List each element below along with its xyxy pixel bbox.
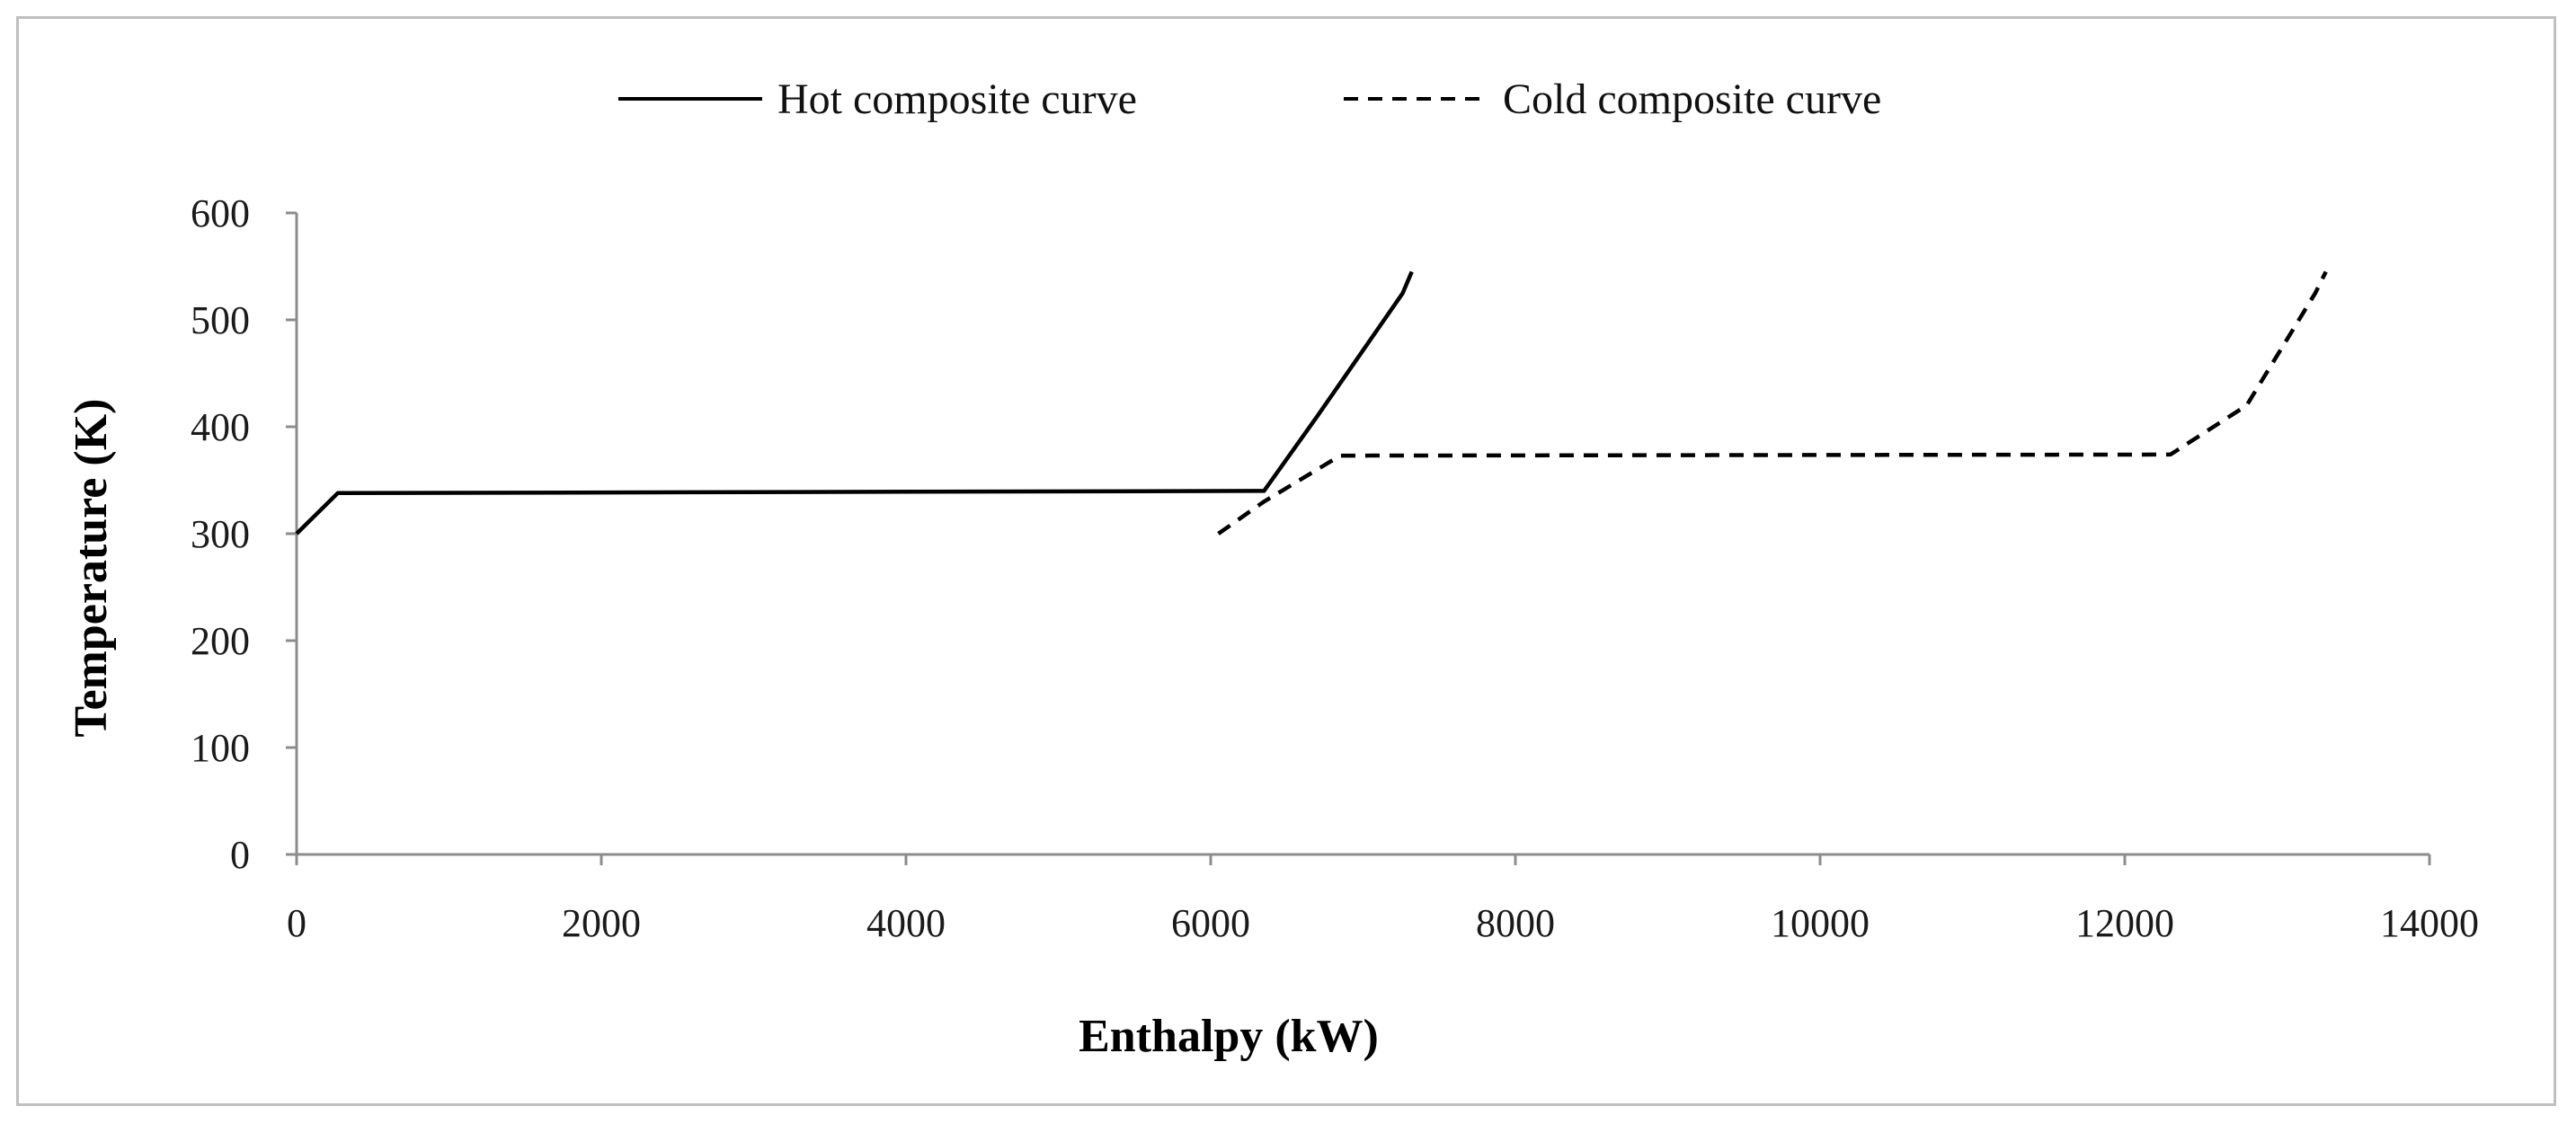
chart-frame [16, 16, 2556, 1106]
y-tick-label: 100 [191, 726, 250, 770]
x-tick-label: 6000 [1171, 901, 1250, 945]
y-tick-label: 600 [191, 191, 250, 235]
x-tick-label: 8000 [1476, 901, 1555, 945]
y-tick-label: 200 [191, 619, 250, 663]
y-tick-label: 0 [230, 833, 250, 877]
cold-composite-curve-line [1217, 270, 2328, 535]
x-tick-label: 0 [287, 901, 306, 945]
x-tick-label: 4000 [866, 901, 946, 945]
x-tick-label: 10000 [1771, 901, 1870, 945]
hot-composite-curve-line [295, 270, 1414, 535]
x-tick-label: 12000 [2075, 901, 2174, 945]
x-tick-label: 14000 [2380, 901, 2479, 945]
legend-cold-label: Cold composite curve [1503, 75, 1881, 123]
legend: Hot composite curve Cold composite curve [618, 75, 1881, 123]
x-tick-label: 2000 [562, 901, 641, 945]
y-tick-label: 400 [191, 405, 250, 449]
series [295, 270, 2328, 535]
legend-hot-label: Hot composite curve [777, 75, 1137, 123]
y-tick-label: 300 [191, 512, 250, 556]
x-axis-title: Enthalpy (kW) [1079, 1011, 1379, 1062]
y-axis-title: Temperature (K) [66, 399, 117, 738]
y-tick-label: 500 [191, 298, 250, 342]
